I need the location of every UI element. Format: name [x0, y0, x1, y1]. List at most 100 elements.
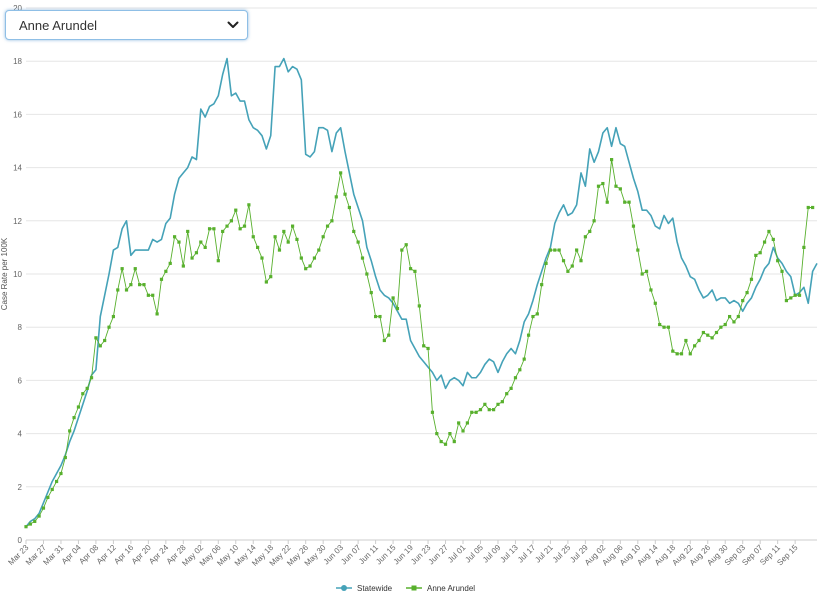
data-point[interactable]: [570, 264, 574, 268]
data-point[interactable]: [98, 344, 102, 348]
data-point[interactable]: [155, 312, 159, 316]
data-point[interactable]: [251, 235, 255, 239]
data-point[interactable]: [395, 306, 400, 311]
data-point[interactable]: [649, 288, 653, 292]
data-point[interactable]: [684, 338, 688, 343]
data-point[interactable]: [495, 369, 501, 375]
data-point[interactable]: [452, 439, 456, 444]
data-point[interactable]: [426, 346, 430, 351]
data-point[interactable]: [456, 377, 462, 383]
data-point[interactable]: [107, 325, 111, 329]
data-point[interactable]: [186, 229, 190, 234]
data-point[interactable]: [544, 261, 548, 265]
data-point[interactable]: [386, 295, 392, 301]
data-point[interactable]: [417, 304, 421, 308]
data-point[interactable]: [269, 275, 273, 279]
data-point[interactable]: [400, 248, 404, 252]
data-point[interactable]: [766, 260, 772, 266]
data-point[interactable]: [364, 244, 370, 250]
data-point[interactable]: [518, 368, 522, 372]
data-point[interactable]: [470, 410, 474, 414]
data-point[interactable]: [343, 192, 347, 196]
data-point[interactable]: [368, 258, 374, 264]
data-point[interactable]: [46, 495, 50, 500]
data-point[interactable]: [517, 338, 523, 344]
data-point[interactable]: [748, 295, 754, 301]
data-point[interactable]: [229, 219, 233, 223]
data-point[interactable]: [504, 351, 510, 357]
data-point[interactable]: [492, 408, 496, 412]
data-point[interactable]: [163, 220, 169, 226]
data-point[interactable]: [408, 338, 414, 344]
data-point[interactable]: [701, 330, 705, 335]
data-point[interactable]: [674, 239, 680, 245]
data-point[interactable]: [181, 264, 185, 268]
data-point[interactable]: [308, 264, 312, 268]
data-point[interactable]: [443, 385, 449, 391]
data-point[interactable]: [709, 287, 715, 293]
data-point[interactable]: [810, 268, 816, 274]
data-point[interactable]: [710, 336, 714, 340]
data-point[interactable]: [692, 276, 698, 282]
data-point[interactable]: [81, 392, 85, 396]
data-point[interactable]: [75, 415, 81, 421]
data-point[interactable]: [290, 224, 295, 228]
data-point[interactable]: [211, 101, 217, 107]
data-point[interactable]: [416, 353, 422, 359]
data-point[interactable]: [509, 386, 513, 390]
data-point[interactable]: [478, 369, 484, 375]
data-point[interactable]: [185, 165, 191, 171]
data-point[interactable]: [535, 312, 539, 316]
data-point[interactable]: [54, 479, 59, 484]
data-point[interactable]: [286, 240, 290, 244]
data-point[interactable]: [198, 106, 204, 112]
data-point[interactable]: [329, 149, 335, 155]
data-point[interactable]: [435, 432, 439, 436]
data-point[interactable]: [723, 322, 727, 327]
data-point[interactable]: [339, 171, 343, 175]
data-point[interactable]: [168, 261, 172, 265]
data-point[interactable]: [526, 311, 532, 317]
data-point[interactable]: [355, 205, 361, 211]
data-point[interactable]: [575, 248, 579, 252]
data-point[interactable]: [404, 243, 408, 247]
data-point[interactable]: [120, 267, 124, 271]
data-point[interactable]: [588, 229, 592, 234]
data-point[interactable]: [422, 344, 426, 348]
data-point[interactable]: [783, 268, 789, 274]
data-point[interactable]: [814, 260, 819, 266]
data-point[interactable]: [605, 200, 609, 204]
legend-item-statewide[interactable]: Statewide: [336, 584, 393, 593]
data-point[interactable]: [142, 283, 146, 287]
data-point[interactable]: [103, 338, 107, 343]
data-point[interactable]: [373, 274, 379, 280]
data-point[interactable]: [744, 300, 750, 306]
data-point[interactable]: [172, 191, 178, 197]
data-point[interactable]: [387, 333, 391, 337]
data-point[interactable]: [735, 300, 741, 306]
data-point[interactable]: [159, 277, 164, 281]
data-point[interactable]: [242, 98, 248, 104]
data-point[interactable]: [443, 442, 448, 446]
data-point[interactable]: [295, 237, 299, 242]
data-point[interactable]: [377, 287, 383, 293]
data-point[interactable]: [483, 402, 487, 406]
data-point[interactable]: [566, 269, 570, 273]
data-point[interactable]: [722, 295, 728, 301]
data-point[interactable]: [614, 184, 618, 188]
data-point[interactable]: [369, 291, 373, 295]
data-point[interactable]: [124, 288, 129, 292]
data-point[interactable]: [33, 519, 37, 523]
data-point[interactable]: [259, 133, 265, 139]
data-point[interactable]: [622, 143, 628, 149]
data-point[interactable]: [465, 421, 469, 425]
data-point[interactable]: [784, 299, 789, 303]
data-point[interactable]: [618, 187, 622, 191]
data-point[interactable]: [216, 259, 220, 263]
data-point[interactable]: [788, 274, 794, 280]
data-point[interactable]: [534, 282, 540, 288]
data-point[interactable]: [268, 133, 274, 139]
data-point[interactable]: [421, 359, 427, 365]
data-point[interactable]: [97, 314, 103, 320]
data-point[interactable]: [167, 215, 173, 221]
